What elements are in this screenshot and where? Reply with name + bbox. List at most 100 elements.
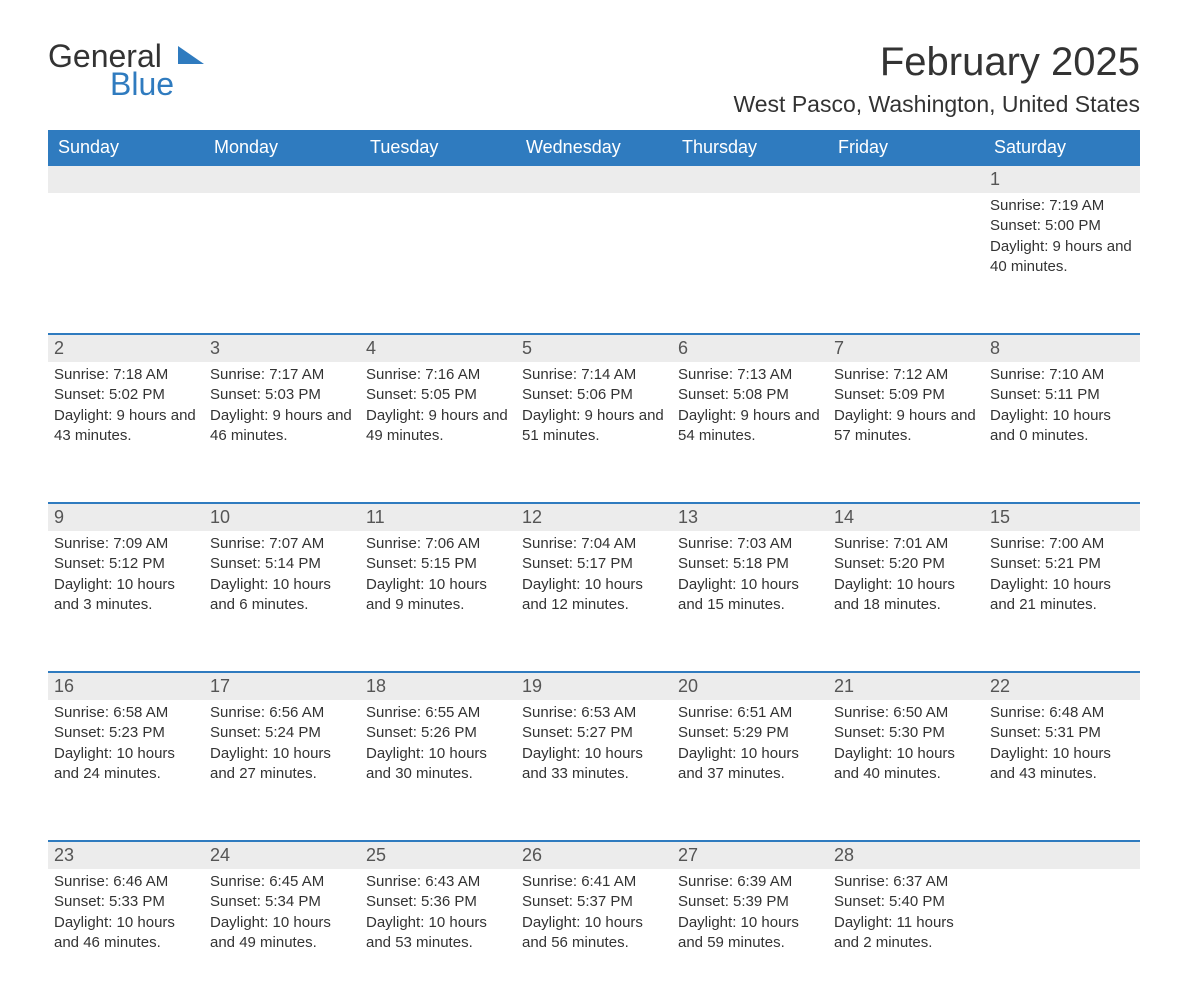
day-cell: Sunrise: 7:18 AMSunset: 5:02 PMDaylight:…: [48, 362, 204, 494]
day-cell: [48, 193, 204, 325]
day-body: Sunrise: 7:17 AMSunset: 5:03 PMDaylight:…: [210, 362, 352, 446]
day-number: 27: [672, 842, 828, 869]
day-cell: Sunrise: 6:56 AMSunset: 5:24 PMDaylight:…: [204, 700, 360, 832]
day-number: 4: [360, 335, 516, 362]
sunrise-text: Sunrise: 6:39 AM: [678, 872, 820, 892]
sunrise-text: Sunrise: 7:18 AM: [54, 365, 196, 385]
day-body: Sunrise: 6:58 AMSunset: 5:23 PMDaylight:…: [54, 700, 196, 784]
day-number: 25: [360, 842, 516, 869]
week-row: Sunrise: 7:19 AMSunset: 5:00 PMDaylight:…: [48, 193, 1140, 325]
day-body: Sunrise: 6:56 AMSunset: 5:24 PMDaylight:…: [210, 700, 352, 784]
day-number: 18: [360, 673, 516, 700]
week-row: Sunrise: 6:46 AMSunset: 5:33 PMDaylight:…: [48, 869, 1140, 1001]
weeks-container: 1Sunrise: 7:19 AMSunset: 5:00 PMDaylight…: [48, 166, 1140, 1001]
sunrise-text: Sunrise: 6:55 AM: [366, 703, 508, 723]
day-number-strip: 2345678: [48, 333, 1140, 362]
daylight-text: Daylight: 10 hours and 0 minutes.: [990, 406, 1132, 447]
day-number: 15: [984, 504, 1140, 531]
sunset-text: Sunset: 5:02 PM: [54, 385, 196, 405]
day-body: Sunrise: 7:13 AMSunset: 5:08 PMDaylight:…: [678, 362, 820, 446]
day-cell: Sunrise: 7:01 AMSunset: 5:20 PMDaylight:…: [828, 531, 984, 663]
sunset-text: Sunset: 5:15 PM: [366, 554, 508, 574]
day-cell: Sunrise: 7:07 AMSunset: 5:14 PMDaylight:…: [204, 531, 360, 663]
sunrise-text: Sunrise: 6:53 AM: [522, 703, 664, 723]
sunrise-text: Sunrise: 7:04 AM: [522, 534, 664, 554]
sunrise-text: Sunrise: 7:19 AM: [990, 196, 1132, 216]
sunset-text: Sunset: 5:23 PM: [54, 723, 196, 743]
daylight-text: Daylight: 10 hours and 18 minutes.: [834, 575, 976, 616]
week-row: Sunrise: 6:58 AMSunset: 5:23 PMDaylight:…: [48, 700, 1140, 832]
sunrise-text: Sunrise: 7:03 AM: [678, 534, 820, 554]
daylight-text: Daylight: 10 hours and 3 minutes.: [54, 575, 196, 616]
logo-triangle-icon: [178, 46, 204, 64]
daylight-text: Daylight: 10 hours and 21 minutes.: [990, 575, 1132, 616]
day-number: 9: [48, 504, 204, 531]
day-number: 11: [360, 504, 516, 531]
day-body: Sunrise: 7:09 AMSunset: 5:12 PMDaylight:…: [54, 531, 196, 615]
weekday-monday: Monday: [204, 130, 360, 166]
day-cell: [360, 193, 516, 325]
day-number: 3: [204, 335, 360, 362]
day-number: 16: [48, 673, 204, 700]
week-row: Sunrise: 7:09 AMSunset: 5:12 PMDaylight:…: [48, 531, 1140, 663]
daylight-text: Daylight: 9 hours and 40 minutes.: [990, 237, 1132, 278]
day-body: Sunrise: 6:41 AMSunset: 5:37 PMDaylight:…: [522, 869, 664, 953]
sunset-text: Sunset: 5:34 PM: [210, 892, 352, 912]
week-block: 9101112131415Sunrise: 7:09 AMSunset: 5:1…: [48, 502, 1140, 663]
sunset-text: Sunset: 5:14 PM: [210, 554, 352, 574]
sunset-text: Sunset: 5:20 PM: [834, 554, 976, 574]
daylight-text: Daylight: 10 hours and 9 minutes.: [366, 575, 508, 616]
sunrise-text: Sunrise: 7:13 AM: [678, 365, 820, 385]
daylight-text: Daylight: 10 hours and 27 minutes.: [210, 744, 352, 785]
day-cell: Sunrise: 7:03 AMSunset: 5:18 PMDaylight:…: [672, 531, 828, 663]
sunset-text: Sunset: 5:33 PM: [54, 892, 196, 912]
sunrise-text: Sunrise: 6:41 AM: [522, 872, 664, 892]
day-cell: [672, 193, 828, 325]
sunrise-text: Sunrise: 7:14 AM: [522, 365, 664, 385]
day-body: Sunrise: 7:12 AMSunset: 5:09 PMDaylight:…: [834, 362, 976, 446]
header: General Blue February 2025 West Pasco, W…: [48, 40, 1140, 118]
day-cell: Sunrise: 6:55 AMSunset: 5:26 PMDaylight:…: [360, 700, 516, 832]
daylight-text: Daylight: 9 hours and 49 minutes.: [366, 406, 508, 447]
day-body: Sunrise: 7:01 AMSunset: 5:20 PMDaylight:…: [834, 531, 976, 615]
day-number: 24: [204, 842, 360, 869]
daylight-text: Daylight: 10 hours and 46 minutes.: [54, 913, 196, 954]
sunset-text: Sunset: 5:40 PM: [834, 892, 976, 912]
day-body: Sunrise: 7:07 AMSunset: 5:14 PMDaylight:…: [210, 531, 352, 615]
day-number: [204, 166, 360, 193]
day-number-strip: 9101112131415: [48, 502, 1140, 531]
daylight-text: Daylight: 10 hours and 24 minutes.: [54, 744, 196, 785]
sunset-text: Sunset: 5:03 PM: [210, 385, 352, 405]
daylight-text: Daylight: 9 hours and 54 minutes.: [678, 406, 820, 447]
calendar: Sunday Monday Tuesday Wednesday Thursday…: [48, 130, 1140, 1001]
day-body: Sunrise: 6:46 AMSunset: 5:33 PMDaylight:…: [54, 869, 196, 953]
day-cell: [516, 193, 672, 325]
sunrise-text: Sunrise: 7:00 AM: [990, 534, 1132, 554]
daylight-text: Daylight: 10 hours and 40 minutes.: [834, 744, 976, 785]
day-body: Sunrise: 6:43 AMSunset: 5:36 PMDaylight:…: [366, 869, 508, 953]
day-body: Sunrise: 6:51 AMSunset: 5:29 PMDaylight:…: [678, 700, 820, 784]
sunset-text: Sunset: 5:08 PM: [678, 385, 820, 405]
day-cell: Sunrise: 7:06 AMSunset: 5:15 PMDaylight:…: [360, 531, 516, 663]
sunrise-text: Sunrise: 7:17 AM: [210, 365, 352, 385]
sunrise-text: Sunrise: 6:37 AM: [834, 872, 976, 892]
day-body: Sunrise: 7:03 AMSunset: 5:18 PMDaylight:…: [678, 531, 820, 615]
weekday-header: Sunday Monday Tuesday Wednesday Thursday…: [48, 130, 1140, 166]
day-body: Sunrise: 6:50 AMSunset: 5:30 PMDaylight:…: [834, 700, 976, 784]
daylight-text: Daylight: 10 hours and 6 minutes.: [210, 575, 352, 616]
day-cell: [984, 869, 1140, 1001]
day-body: Sunrise: 7:06 AMSunset: 5:15 PMDaylight:…: [366, 531, 508, 615]
day-body: Sunrise: 7:16 AMSunset: 5:05 PMDaylight:…: [366, 362, 508, 446]
daylight-text: Daylight: 10 hours and 59 minutes.: [678, 913, 820, 954]
sunset-text: Sunset: 5:21 PM: [990, 554, 1132, 574]
week-block: 232425262728Sunrise: 6:46 AMSunset: 5:33…: [48, 840, 1140, 1001]
sunset-text: Sunset: 5:12 PM: [54, 554, 196, 574]
week-block: 1Sunrise: 7:19 AMSunset: 5:00 PMDaylight…: [48, 166, 1140, 325]
logo: General Blue: [48, 40, 204, 100]
sunset-text: Sunset: 5:27 PM: [522, 723, 664, 743]
daylight-text: Daylight: 10 hours and 56 minutes.: [522, 913, 664, 954]
month-title: February 2025: [733, 40, 1140, 85]
day-body: Sunrise: 6:37 AMSunset: 5:40 PMDaylight:…: [834, 869, 976, 953]
day-cell: Sunrise: 6:39 AMSunset: 5:39 PMDaylight:…: [672, 869, 828, 1001]
day-cell: Sunrise: 6:43 AMSunset: 5:36 PMDaylight:…: [360, 869, 516, 1001]
